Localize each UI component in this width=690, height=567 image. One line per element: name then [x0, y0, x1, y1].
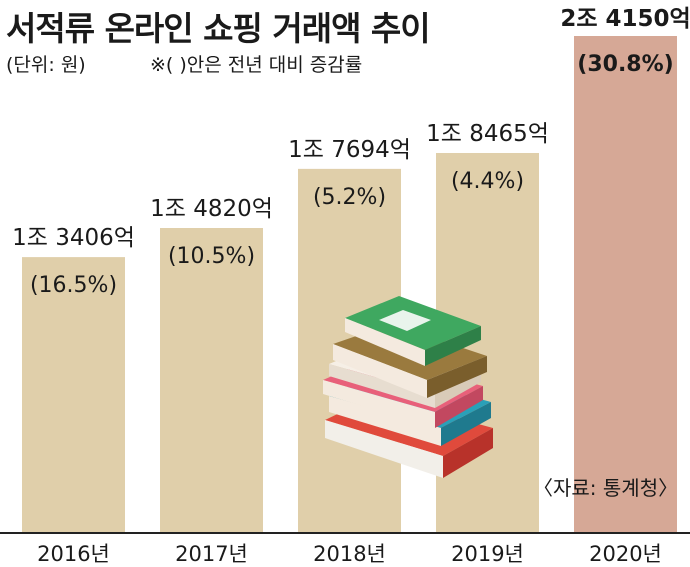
- source-note: 〈자료: 통계청〉: [533, 476, 679, 500]
- change-label: (30.8%): [577, 52, 673, 77]
- chart-title: 서적류 온라인 쇼핑 거래액 추이: [6, 9, 431, 48]
- unit-note: (단위: 원): [6, 54, 86, 76]
- x-tick-label: 2018년: [313, 542, 386, 566]
- x-tick-label: 2020년: [589, 542, 662, 566]
- value-label: 2조 4150억: [560, 6, 690, 32]
- value-label: 1조 3406억: [12, 225, 135, 251]
- change-label: (16.5%): [30, 273, 117, 298]
- x-tick-label: 2017년: [175, 542, 248, 566]
- value-label: 1조 8465억: [426, 121, 549, 147]
- x-tick-label: 2019년: [451, 542, 524, 566]
- change-label: (5.2%): [313, 185, 386, 210]
- stacked-books-icon: [323, 296, 493, 478]
- bar-2020년: [574, 36, 677, 533]
- change-note: ※( )안은 전년 대비 증감률: [150, 54, 363, 76]
- value-label: 1조 7694억: [288, 137, 411, 163]
- bar-2017년: [160, 228, 263, 533]
- change-label: (10.5%): [168, 244, 255, 269]
- value-label: 1조 4820억: [150, 196, 273, 222]
- change-label: (4.4%): [451, 169, 524, 194]
- x-tick-label: 2016년: [37, 542, 110, 566]
- bar-2016년: [22, 257, 125, 533]
